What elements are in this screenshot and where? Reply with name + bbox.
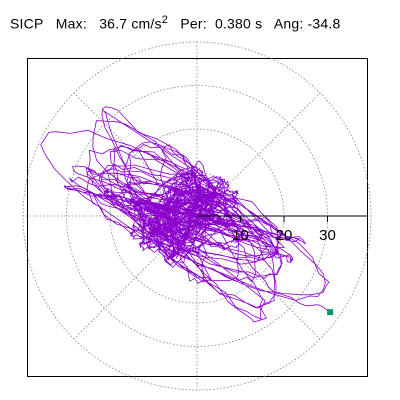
orbit-trace: [40, 106, 331, 323]
radial-tick-label-10: 10: [232, 227, 249, 244]
max-label: Max:: [55, 15, 87, 32]
period-label: Per:: [180, 15, 207, 32]
plot-header: SICP Max: 36.7 cm/s2 Per: 0.380 s Ang: -…: [10, 14, 340, 32]
max-unit: cm/s: [131, 15, 162, 32]
max-unit-exponent: 2: [161, 14, 169, 26]
max-value: 36.7: [99, 15, 128, 32]
station-code: SICP: [10, 15, 44, 32]
angle-value: -34.8: [307, 15, 341, 32]
grid-spoke-225: [73, 246, 167, 340]
grid-spoke-135: [73, 92, 167, 186]
grid-spoke-315: [227, 246, 321, 340]
grid-spoke-45: [227, 92, 321, 186]
orbit-series-line: [40, 106, 331, 323]
angle-label: Ang:: [273, 15, 304, 32]
radial-axis: 10 20 30: [197, 215, 367, 244]
radial-tick-label-20: 20: [276, 227, 293, 244]
radial-tick-label-30: 30: [319, 227, 336, 244]
end-point-marker: [327, 309, 334, 316]
end-marker-layer: [327, 309, 334, 316]
plot-frame: [27, 58, 368, 377]
period-value: 0.380 s: [214, 15, 263, 32]
